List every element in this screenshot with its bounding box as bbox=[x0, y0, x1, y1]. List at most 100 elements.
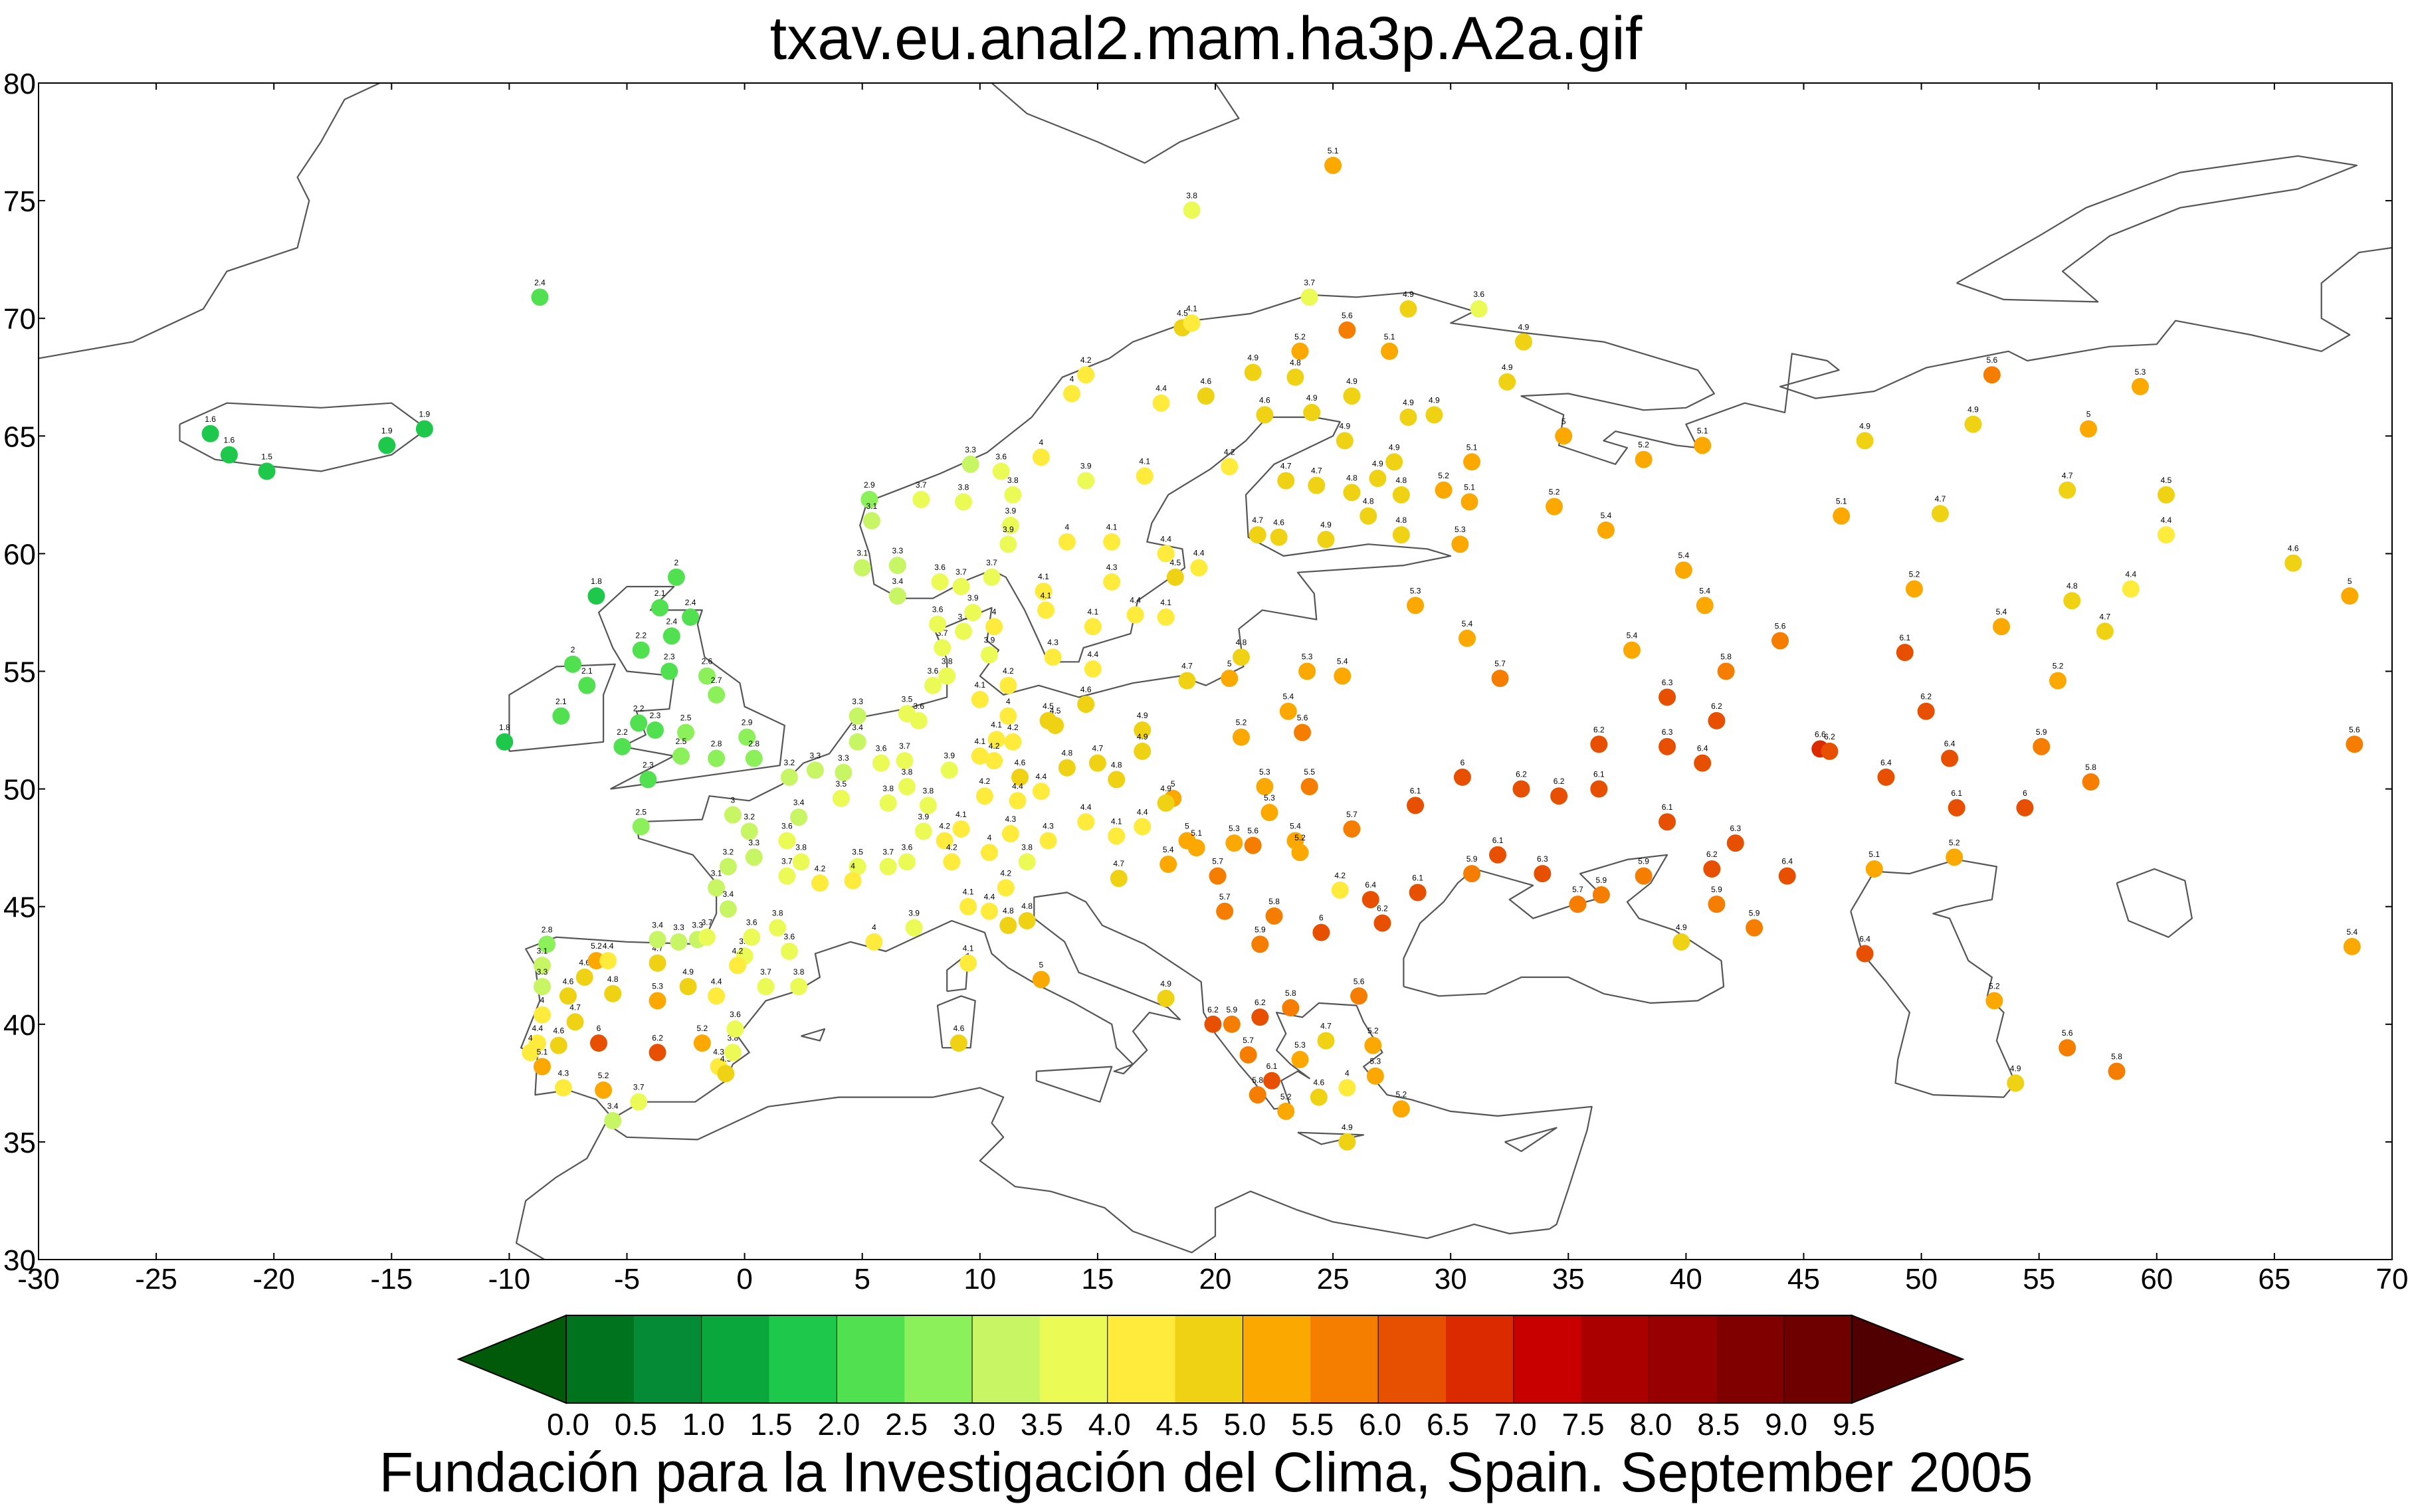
station-value-label: 5.7 bbox=[1494, 659, 1506, 668]
station-marker bbox=[1277, 1102, 1295, 1120]
station-point: 4.9 bbox=[1399, 398, 1417, 426]
station-point: 3.9 bbox=[940, 751, 958, 779]
station-value-label: 5.1 bbox=[1328, 146, 1339, 155]
station-points: 1.6 1.6 1.5 1.9 1.9 2.4 3.8 5.1 1.8 2.1 2 2.1 1.8 2.2… bbox=[201, 146, 2363, 1151]
station-value-label: 4.6 bbox=[1200, 377, 1211, 386]
station-point: 4 bbox=[1058, 523, 1076, 551]
station-value-label: 4 bbox=[1345, 1068, 1350, 1078]
station-value-label: 4.2 bbox=[989, 741, 1000, 751]
station-value-label: 6.2 bbox=[1711, 702, 1722, 711]
colorbar-swatch bbox=[904, 1315, 973, 1403]
station-marker bbox=[554, 1079, 572, 1097]
station-value-label: 4.7 bbox=[1252, 516, 1263, 525]
station-point: 3.4 bbox=[604, 1101, 622, 1130]
station-point: 3.2 bbox=[780, 758, 798, 786]
station-point: 3.6 bbox=[726, 1010, 744, 1038]
coastline bbox=[1850, 858, 2017, 1098]
station-value-label: 4.1 bbox=[963, 944, 974, 953]
station-value-label: 3.7 bbox=[633, 1083, 645, 1092]
station-marker bbox=[780, 768, 798, 786]
station-marker bbox=[1331, 881, 1349, 899]
station-point: 4 bbox=[533, 996, 551, 1024]
station-value-label: 3.9 bbox=[984, 636, 995, 645]
station-marker bbox=[1312, 923, 1330, 941]
station-point: 5 bbox=[1032, 961, 1050, 989]
station-value-label: 4.9 bbox=[1859, 421, 1870, 430]
station-marker bbox=[1239, 1046, 1257, 1064]
station-marker bbox=[1392, 526, 1410, 544]
x-tick-label: 55 bbox=[2023, 1263, 2055, 1295]
colorbar-swatch bbox=[1378, 1315, 1447, 1403]
colorbar-label: 8.0 bbox=[1629, 1407, 1672, 1442]
station-marker bbox=[1088, 754, 1106, 772]
station-point: 5.2 bbox=[1232, 718, 1250, 746]
station-marker bbox=[898, 853, 916, 871]
station-marker bbox=[975, 787, 993, 805]
station-value-label: 4.8 bbox=[1395, 516, 1407, 525]
station-point: 4.8 bbox=[1018, 901, 1036, 929]
station-value-label: 4 bbox=[992, 607, 997, 616]
station-point: 6.2 bbox=[1512, 770, 1530, 798]
station-value-label: 3.3 bbox=[810, 751, 821, 760]
station-marker bbox=[1458, 629, 1476, 647]
station-marker bbox=[1084, 618, 1102, 636]
station-marker bbox=[1696, 597, 1714, 614]
station-marker bbox=[2122, 580, 2140, 598]
station-point: 4.6 bbox=[559, 977, 577, 1005]
station-value-label: 5.2 bbox=[1909, 570, 1920, 579]
station-point: 4.9 bbox=[1856, 421, 1874, 450]
station-marker bbox=[613, 737, 631, 755]
station-value-label: 4 bbox=[528, 1033, 533, 1042]
station-value-label: 5.4 bbox=[1462, 619, 1473, 628]
station-marker bbox=[811, 874, 829, 892]
station-point: 5.9 bbox=[2033, 727, 2051, 755]
station-value-label: 4.7 bbox=[1113, 859, 1124, 868]
station-value-label: 4.8 bbox=[1236, 638, 1247, 647]
station-value-label: 6.3 bbox=[1662, 678, 1673, 687]
station-marker bbox=[578, 676, 596, 694]
colorbar-swatch bbox=[1175, 1315, 1243, 1403]
station-point: 4.2 bbox=[985, 741, 1003, 770]
station-marker bbox=[1399, 300, 1417, 318]
station-marker bbox=[1244, 836, 1262, 854]
station-point: 4.7 bbox=[1317, 1022, 1335, 1050]
station-value-label: 4.3 bbox=[558, 1068, 569, 1078]
station-marker bbox=[1658, 737, 1676, 755]
station-point: 6.3 bbox=[1658, 678, 1676, 706]
station-value-label: 2.6 bbox=[702, 657, 713, 666]
station-point: 5.9 bbox=[1708, 885, 1726, 913]
station-point: 4.4 bbox=[708, 977, 726, 1005]
station-marker bbox=[1746, 919, 1763, 937]
colorbar-label: 0.0 bbox=[547, 1407, 589, 1442]
station-point: 4.8 bbox=[1343, 473, 1361, 502]
station-point: 4.4 bbox=[1009, 781, 1027, 810]
station-point: 3.6 bbox=[898, 842, 916, 871]
station-marker bbox=[1279, 702, 1297, 720]
coastline bbox=[946, 953, 969, 992]
station-value-label: 4.4 bbox=[603, 941, 614, 951]
station-marker bbox=[1896, 644, 1914, 662]
station-marker bbox=[1359, 507, 1377, 525]
station-point: 5.6 bbox=[1771, 621, 1789, 650]
station-value-label: 3.4 bbox=[852, 723, 863, 732]
station-value-label: 4.1 bbox=[991, 720, 1002, 729]
station-marker bbox=[1392, 1100, 1410, 1118]
station-marker bbox=[2080, 420, 2098, 438]
station-marker bbox=[639, 771, 657, 789]
station-value-label: 5.4 bbox=[2346, 927, 2358, 937]
station-value-label: 3.1 bbox=[537, 946, 548, 955]
station-point: 2.1 bbox=[651, 589, 669, 616]
station-point: 2.2 bbox=[613, 727, 631, 755]
station-point: 2.4 bbox=[662, 616, 680, 645]
station-value-label: 5.7 bbox=[1212, 857, 1223, 866]
station-point: 4.9 bbox=[1303, 393, 1321, 421]
station-point: 1.5 bbox=[258, 452, 276, 480]
station-marker bbox=[1300, 778, 1318, 796]
station-marker bbox=[1460, 493, 1478, 511]
station-value-label: 4.9 bbox=[1502, 363, 1513, 372]
station-point: 3.6 bbox=[1470, 290, 1488, 318]
station-marker bbox=[1635, 450, 1653, 468]
station-value-label: 3.7 bbox=[955, 567, 967, 577]
station-marker bbox=[2343, 937, 2361, 955]
station-value-label: 3.6 bbox=[784, 932, 795, 941]
